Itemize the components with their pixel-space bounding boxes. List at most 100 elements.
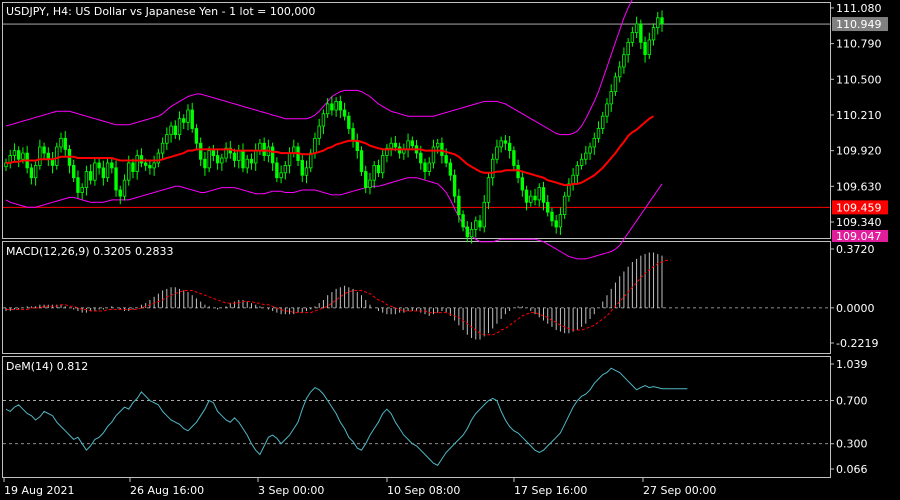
y-tick-label: 109.340 bbox=[836, 216, 882, 229]
candle-body bbox=[80, 187, 84, 193]
y-tick-label: -0.2219 bbox=[836, 337, 878, 350]
y-tick-label: 110.500 bbox=[836, 73, 882, 86]
y-tick-label: 0.0000 bbox=[836, 302, 875, 315]
candle-body bbox=[232, 152, 237, 161]
candle-body bbox=[389, 142, 393, 149]
candle-body bbox=[393, 142, 398, 148]
candle-body bbox=[440, 142, 444, 156]
candle-body bbox=[241, 150, 245, 169]
candle-body bbox=[321, 113, 326, 127]
lower-band-line bbox=[5, 177, 663, 260]
axis-labels: 111.080 110.790 110.500 110.210 109.920 109.6… bbox=[3, 2, 882, 497]
candle-body bbox=[131, 162, 135, 172]
candle-body bbox=[12, 150, 17, 156]
candle-body bbox=[21, 152, 25, 160]
candle-body bbox=[148, 165, 152, 169]
macd-panel-frame bbox=[2, 241, 831, 354]
candle-body bbox=[338, 101, 343, 111]
candle-body bbox=[643, 41, 647, 56]
y-tick-label: 1.039 bbox=[836, 358, 868, 371]
candle-body bbox=[211, 150, 216, 156]
candle-body bbox=[355, 140, 359, 152]
candle-body bbox=[584, 152, 588, 160]
candle-body bbox=[143, 162, 148, 166]
candle-body bbox=[571, 174, 575, 185]
candle-body bbox=[127, 162, 131, 181]
x-tick-label: 19 Aug 2021 bbox=[4, 484, 74, 497]
candle-body bbox=[660, 17, 664, 25]
candle-body bbox=[491, 158, 495, 179]
candle-body bbox=[617, 66, 622, 78]
hline-price-label: 109.459 bbox=[836, 201, 882, 214]
candle-body bbox=[588, 146, 592, 154]
candle-body bbox=[245, 158, 249, 169]
candle-body bbox=[554, 220, 558, 228]
candle-body bbox=[639, 23, 643, 43]
y-tick-label: 111.080 bbox=[836, 2, 882, 15]
candle-body bbox=[325, 103, 330, 115]
candle-body bbox=[634, 23, 639, 33]
candle-body bbox=[156, 152, 161, 164]
dem-line bbox=[5, 367, 688, 466]
candle-body bbox=[215, 155, 220, 164]
candle-body bbox=[220, 157, 224, 164]
candle-body bbox=[435, 142, 440, 148]
candle-body bbox=[313, 137, 317, 154]
candle-body bbox=[448, 162, 453, 176]
candle-body bbox=[224, 147, 228, 159]
candle-body bbox=[478, 220, 482, 228]
macd-signal-line bbox=[6, 259, 671, 336]
candle-body bbox=[300, 160, 304, 176]
candle-body bbox=[190, 109, 194, 129]
candle-body bbox=[364, 171, 368, 188]
candle-body bbox=[182, 118, 186, 123]
candle-body bbox=[550, 211, 554, 222]
x-tick-label: 26 Aug 16:00 bbox=[130, 484, 204, 497]
candle-body bbox=[177, 118, 182, 136]
candle-body bbox=[474, 220, 478, 230]
candle-body bbox=[647, 39, 652, 56]
candle-body bbox=[410, 140, 414, 147]
candle-body bbox=[254, 150, 258, 164]
lower-band-price-label: 109.047 bbox=[836, 230, 882, 243]
candle-body bbox=[541, 187, 546, 203]
main-panel-frame bbox=[2, 2, 831, 239]
candle-body bbox=[596, 128, 601, 139]
upper-band-line bbox=[5, 0, 633, 136]
candle-body bbox=[173, 125, 177, 136]
candle-body bbox=[613, 76, 618, 92]
candle-body bbox=[262, 142, 266, 156]
candle-body bbox=[423, 162, 427, 172]
candle-body bbox=[309, 152, 313, 169]
candle-body bbox=[347, 115, 351, 129]
candle-body bbox=[198, 142, 203, 160]
candle-body bbox=[482, 201, 486, 228]
candle-body bbox=[562, 195, 567, 216]
candle-body bbox=[452, 174, 457, 197]
candle-body bbox=[59, 137, 63, 148]
candle-body bbox=[334, 101, 338, 111]
candle-body bbox=[275, 162, 279, 179]
candle-body bbox=[283, 165, 288, 174]
candle-body bbox=[16, 150, 21, 160]
candle-body bbox=[630, 32, 635, 43]
y-tick-label: 0.3720 bbox=[836, 243, 875, 256]
y-tick-label: 0.066 bbox=[836, 463, 868, 476]
candle-body bbox=[118, 189, 122, 197]
candle-body bbox=[520, 177, 525, 191]
candle-body bbox=[359, 150, 364, 172]
candle-body bbox=[503, 140, 508, 144]
hline-price-tag bbox=[832, 200, 888, 215]
candle-body bbox=[609, 91, 613, 105]
candle-body bbox=[249, 158, 254, 164]
candle-body bbox=[533, 195, 537, 201]
candle-body bbox=[486, 177, 491, 203]
candle-body bbox=[380, 155, 385, 174]
candle-body bbox=[351, 128, 355, 142]
dem-label: DeM(14) 0.812 bbox=[6, 360, 88, 373]
candle-body bbox=[287, 152, 292, 166]
x-tick-label: 27 Sep 00:00 bbox=[643, 484, 716, 497]
candle-body bbox=[93, 162, 97, 181]
candle-body bbox=[165, 134, 169, 144]
